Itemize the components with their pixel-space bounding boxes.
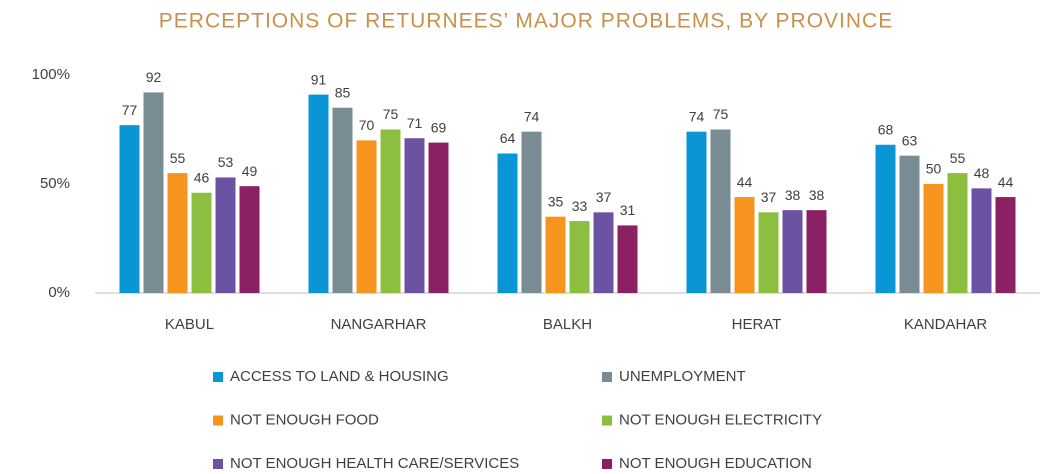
bar xyxy=(239,186,260,293)
value-label: 48 xyxy=(974,165,990,181)
value-label: 44 xyxy=(737,174,753,190)
value-label: 35 xyxy=(548,193,564,209)
bar xyxy=(143,92,164,293)
bar xyxy=(404,138,425,293)
value-label: 75 xyxy=(383,106,399,122)
x-tick-label: NANGARHAR xyxy=(331,316,427,333)
legend-swatch xyxy=(213,459,223,469)
bar xyxy=(782,210,803,293)
value-label: 46 xyxy=(194,169,210,185)
x-tick-label: KANDAHAR xyxy=(904,316,988,333)
value-label: 91 xyxy=(311,71,327,87)
bar xyxy=(758,212,779,293)
bar xyxy=(899,155,920,293)
value-label: 55 xyxy=(950,150,966,166)
value-label: 75 xyxy=(713,106,729,122)
bar xyxy=(521,131,542,293)
value-label: 50 xyxy=(926,161,942,177)
bar xyxy=(875,144,896,293)
value-label: 53 xyxy=(218,154,234,170)
bar xyxy=(428,142,449,293)
legend-swatch xyxy=(213,372,223,382)
bar xyxy=(971,188,992,293)
bar xyxy=(119,125,140,293)
legend-label: UNEMPLOYMENT xyxy=(619,368,746,385)
legend-label: NOT ENOUGH HEALTH CARE/SERVICES xyxy=(230,455,519,472)
value-label: 64 xyxy=(500,130,516,146)
legend-label: NOT ENOUGH FOOD xyxy=(230,411,379,428)
legend-swatch xyxy=(602,459,612,469)
value-label: 68 xyxy=(878,121,894,137)
bar xyxy=(734,197,755,293)
value-label: 33 xyxy=(572,198,588,214)
bar xyxy=(947,173,968,293)
value-label: 71 xyxy=(407,115,423,131)
bar xyxy=(545,216,566,293)
bar xyxy=(215,177,236,293)
value-label: 49 xyxy=(242,163,258,179)
value-label: 69 xyxy=(431,119,447,135)
bar xyxy=(617,225,638,293)
bar xyxy=(593,212,614,293)
value-label: 38 xyxy=(809,187,825,203)
legend-swatch xyxy=(602,415,612,426)
value-label: 44 xyxy=(998,174,1014,190)
bar xyxy=(995,197,1016,293)
x-tick-label: KABUL xyxy=(165,316,214,333)
bar xyxy=(356,140,377,293)
legend-swatch xyxy=(213,415,223,426)
value-label: 37 xyxy=(596,189,612,205)
bar xyxy=(686,131,707,293)
x-tick-label: HERAT xyxy=(732,316,782,333)
legend-label: NOT ENOUGH ELECTRICITY xyxy=(619,411,822,428)
legend-label: NOT ENOUGH EDUCATION xyxy=(619,455,812,472)
y-tick-label: 100% xyxy=(32,66,70,83)
bar xyxy=(923,184,944,293)
bar xyxy=(569,221,590,293)
y-tick-label: 50% xyxy=(40,175,70,192)
value-label: 77 xyxy=(122,102,138,118)
bar xyxy=(191,192,212,293)
bar xyxy=(308,94,329,294)
value-label: 63 xyxy=(902,132,918,148)
value-label: 55 xyxy=(170,150,186,166)
bar xyxy=(332,107,353,293)
value-label: 38 xyxy=(785,187,801,203)
value-label: 74 xyxy=(524,108,540,124)
chart-title: PERCEPTIONS OF RETURNEES’ MAJOR PROBLEMS… xyxy=(159,10,893,33)
value-label: 74 xyxy=(689,108,705,124)
y-tick-label: 0% xyxy=(48,284,70,301)
x-tick-label: BALKH xyxy=(543,316,592,333)
bar xyxy=(167,173,188,293)
bar xyxy=(710,129,731,293)
value-label: 31 xyxy=(620,202,636,218)
bar xyxy=(497,153,518,293)
value-label: 37 xyxy=(761,189,777,205)
value-label: 92 xyxy=(146,69,162,85)
value-label: 70 xyxy=(359,117,375,133)
legend-swatch xyxy=(602,372,612,382)
value-label: 85 xyxy=(335,84,351,100)
bar xyxy=(380,129,401,293)
bar xyxy=(806,210,827,293)
legend-label: ACCESS TO LAND & HOUSING xyxy=(230,368,449,385)
